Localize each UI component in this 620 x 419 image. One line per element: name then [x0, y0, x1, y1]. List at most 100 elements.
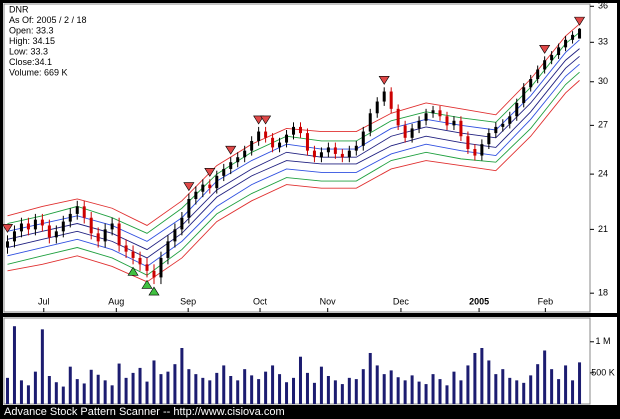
- volume-bar: [396, 377, 400, 404]
- candle-body: [26, 223, 30, 230]
- volume-bar: [201, 377, 205, 404]
- volume-bar: [278, 374, 282, 404]
- candle-body: [438, 110, 442, 117]
- volume-bar: [173, 364, 177, 404]
- volume-tick-label: 500 K: [591, 367, 615, 377]
- volume-bar: [417, 381, 421, 404]
- volume-bar: [578, 362, 582, 404]
- candle-body: [326, 147, 330, 153]
- volume-bar: [312, 382, 316, 404]
- candle-body: [368, 113, 372, 132]
- candle-body: [96, 233, 100, 242]
- info-line: As Of: 2005 / 2 / 18: [9, 15, 87, 25]
- candle-body: [487, 133, 491, 145]
- volume-bar: [431, 374, 435, 404]
- volume-bar: [368, 352, 372, 404]
- volume-bar: [389, 370, 393, 404]
- x-tick-label: Aug: [108, 296, 124, 306]
- candle-body: [145, 264, 149, 271]
- candle-body: [417, 120, 421, 129]
- volume-bar: [47, 376, 51, 404]
- info-line: High: 34.15: [9, 36, 55, 46]
- volume-bar: [12, 326, 16, 404]
- x-tick-label: 2005: [469, 296, 489, 306]
- candle-body: [529, 79, 533, 88]
- info-line: Open: 33.3: [9, 25, 54, 35]
- volume-bar: [410, 375, 414, 404]
- volume-bar: [159, 374, 163, 404]
- band-line: [7, 32, 580, 234]
- candle-body: [424, 113, 428, 121]
- volume-bar: [103, 380, 107, 404]
- candle-body: [124, 245, 128, 252]
- volume-bar: [208, 380, 212, 404]
- volume-bar: [445, 385, 449, 404]
- volume-bar: [243, 369, 247, 404]
- candle-body: [152, 270, 156, 278]
- volume-bar: [166, 371, 170, 404]
- candle-body: [54, 231, 58, 238]
- candle-body: [445, 116, 449, 126]
- volume-bar: [236, 380, 240, 404]
- candle-body: [536, 69, 540, 80]
- volume-bar: [250, 375, 254, 404]
- volume-bar: [194, 374, 198, 404]
- x-tick-label: Oct: [253, 296, 268, 306]
- candle-body: [89, 217, 93, 234]
- volume-bar: [543, 350, 547, 404]
- volume-bar: [375, 365, 379, 404]
- candle-body: [389, 91, 393, 109]
- candle-body: [68, 213, 72, 222]
- candle-body: [82, 206, 86, 218]
- candle-body: [61, 221, 65, 232]
- candle-body: [236, 157, 240, 163]
- candle-body: [431, 110, 435, 114]
- volume-bar: [5, 377, 9, 404]
- sell-signal: [260, 115, 272, 125]
- candle-body: [305, 133, 309, 151]
- volume-tick-label: 1 M: [595, 336, 610, 346]
- y-tick-label: 27: [598, 120, 608, 130]
- candle-body: [166, 241, 170, 258]
- candle-body: [550, 55, 554, 61]
- volume-bar: [257, 379, 261, 404]
- volume-bar: [501, 369, 505, 404]
- volume-bar: [466, 365, 470, 404]
- candle-body: [354, 145, 358, 151]
- candle-body: [47, 225, 51, 238]
- volume-bar: [110, 385, 114, 404]
- candle-body: [117, 223, 121, 246]
- volume-bar: [229, 376, 233, 404]
- volume-bar: [494, 374, 498, 404]
- volume-bar: [326, 376, 330, 404]
- candle-body: [131, 251, 135, 258]
- candle-body: [508, 116, 512, 124]
- candle-body: [333, 147, 337, 154]
- volume-bar: [187, 369, 191, 404]
- volume-bar: [515, 380, 519, 404]
- candle-body: [361, 131, 365, 146]
- candle-body: [201, 184, 205, 192]
- volume-bar: [529, 375, 533, 404]
- buy-signal: [127, 266, 139, 276]
- volume-bar: [26, 385, 30, 404]
- candle-body: [459, 120, 463, 137]
- candle-body: [340, 153, 344, 158]
- candle-body: [215, 175, 219, 189]
- candle-body: [208, 184, 212, 189]
- volume-bar: [473, 352, 477, 404]
- buy-signal: [148, 286, 160, 296]
- volume-bar: [292, 377, 296, 404]
- candle-body: [33, 219, 37, 230]
- volume-bar: [571, 380, 575, 404]
- candle-body: [264, 131, 268, 138]
- volume-bar: [564, 365, 568, 404]
- candle-body: [403, 125, 407, 138]
- sell-signal: [253, 115, 265, 125]
- volume-bar: [522, 382, 526, 404]
- candle-body: [396, 108, 400, 126]
- x-tick-label: Nov: [320, 296, 337, 306]
- volume-bar: [40, 329, 44, 404]
- sell-signal: [183, 182, 195, 192]
